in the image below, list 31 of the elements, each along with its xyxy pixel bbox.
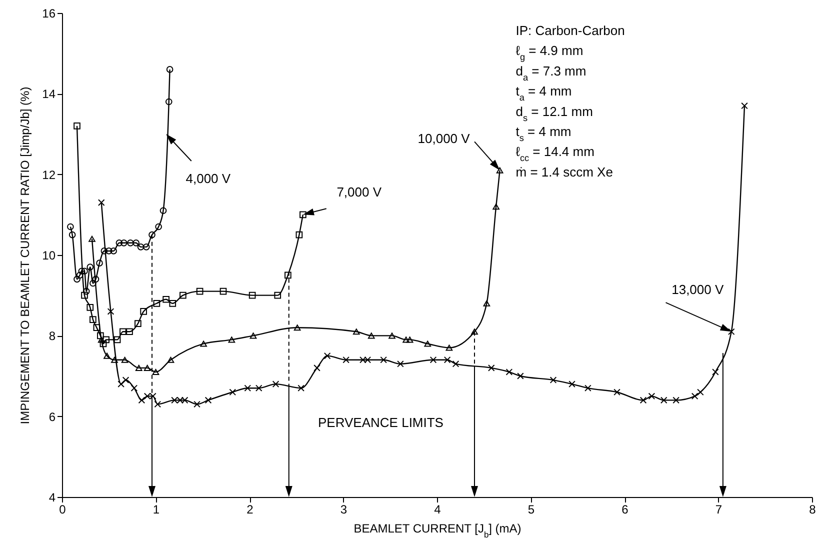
annotation: ℓ$_{g}$ = 4.9 mm (516, 43, 584, 62)
x-tick-label: 2 (246, 502, 254, 516)
annotation: t$_{a}$ = 4 mm (516, 84, 572, 103)
y-tick-label: 16 (42, 6, 56, 20)
annotation: ṁ = 1.4 sccm Xe (516, 164, 613, 180)
y-tick-label: 6 (48, 410, 56, 424)
x-tick-label: 0 (59, 502, 66, 516)
annotation: 13,000 V (672, 282, 724, 298)
annotation: 7,000 V (336, 184, 382, 200)
y-tick-label: 14 (42, 87, 56, 102)
annotation: 4,000 V (186, 171, 231, 186)
y-tick-label: 10 (42, 248, 56, 262)
annotation: PERVEANCE LIMITS (318, 414, 444, 430)
annotation: t$_{s}$ = 4 mm (516, 124, 572, 143)
x-axis-title: BEAMLET CURRENT [J$_{b}$] (mA) (354, 522, 522, 540)
x-tick-label: 7 (715, 502, 722, 516)
annotation: 10,000 V (418, 130, 470, 146)
x-tick-label: 8 (809, 502, 816, 516)
x-tick-label: 4 (434, 502, 442, 516)
x-tick-label: 5 (528, 502, 535, 516)
y-tick-label: 12 (42, 168, 56, 182)
y-tick-label: 8 (48, 329, 56, 344)
annotation: ℓ$_{cc}$ = 14.4 mm (516, 144, 594, 164)
annotation: IP: Carbon-Carbon (516, 23, 625, 38)
annotation: d$_{s}$ = 12.1 mm (516, 104, 593, 123)
x-tick-label: 6 (622, 502, 629, 516)
x-tick-label: 1 (152, 502, 160, 516)
annotation: d$_{a}$ = 7.3 mm (516, 63, 586, 82)
y-axis-title: IMPINGEMENT TO BEAMLET CURRENT RATIO [Jimp/Jb] (%) (18, 86, 32, 424)
y-tick-label: 4 (48, 490, 56, 504)
x-tick-label: 3 (340, 502, 348, 516)
